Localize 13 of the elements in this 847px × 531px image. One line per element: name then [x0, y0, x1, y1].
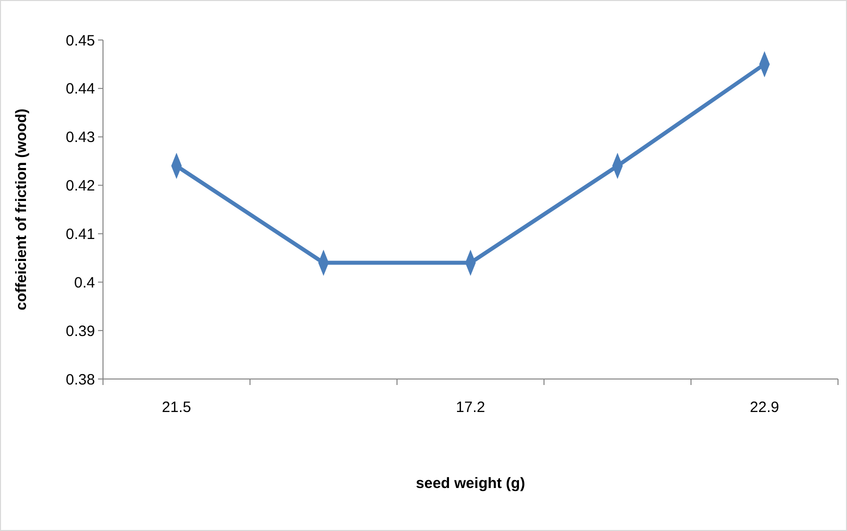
y-tick-label: 0.43 [66, 129, 95, 146]
y-tick-label: 0.39 [66, 322, 95, 340]
y-tick-label: 0.44 [66, 80, 95, 98]
y-tick-label: 0.41 [66, 226, 95, 243]
y-tick-label: 0.42 [66, 178, 95, 195]
x-tick-label: 21.5 [162, 399, 192, 416]
y-tick-label: 0.38 [66, 371, 95, 388]
y-tick-label: 0.4 [74, 274, 95, 292]
x-axis-title: seed weight (g) [416, 475, 526, 492]
x-tick-label: 22.9 [750, 399, 780, 416]
y-axis-title: coffeicient of friction (wood) [13, 108, 30, 310]
y-tick-label: 0.45 [66, 32, 95, 50]
x-tick-label: 17.2 [456, 399, 486, 416]
